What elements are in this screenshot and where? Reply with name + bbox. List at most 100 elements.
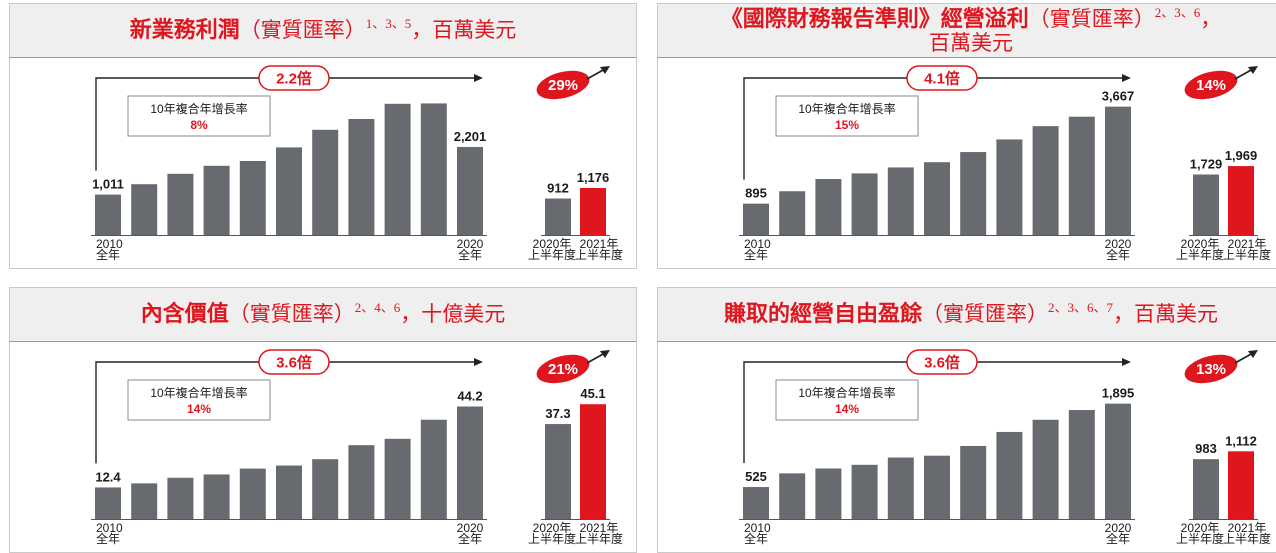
tick-label: 全年 [458,531,482,546]
header-background [9,287,637,342]
growth-value: 29% [548,77,578,94]
bar [239,468,266,519]
tick-label: 2021年 [1228,521,1267,535]
tick-label: 2010 [96,521,123,535]
growth-badge [1184,354,1238,384]
title-unit: ，百萬美元 [1113,302,1218,326]
data-label: 1,011 [92,177,124,192]
tick-label: 上半年度 [1223,531,1271,546]
tick-label: 2021年 [1228,237,1267,251]
bar [960,152,987,235]
arrow-head [474,74,483,82]
tick-label: 全年 [458,247,482,262]
bar [815,468,842,519]
bar [887,457,914,519]
tick-label: 上半年度 [575,531,623,546]
bar [545,424,571,519]
multiple-badge [906,349,978,375]
bar [851,173,878,235]
bar [1032,126,1059,235]
chart-title: 內含價值（實質匯率）2、4、6，十億美元 [141,300,506,326]
bar [131,483,158,519]
tick-label: 2020年 [533,237,572,251]
tick-label: 2020 [1105,237,1132,251]
bar [779,191,806,235]
tick-label: 全年 [1106,247,1130,262]
title-main: 賺取的經營自由盈餘 [724,301,923,326]
growth-badge [1184,70,1238,100]
bar-highlight [1228,451,1254,519]
tick-label: 全年 [1106,531,1130,546]
data-label: 983 [1195,441,1217,456]
data-label: 3,667 [1102,89,1135,104]
bar-highlight [580,404,606,519]
bar [851,464,878,519]
title-main: 內含價值 [141,301,229,326]
data-label: 1,112 [1225,433,1257,448]
bar [457,146,483,235]
bar [312,459,339,519]
cagr-value: 14% [835,402,859,416]
bar [457,406,483,519]
tick-label: 上半年度 [1223,247,1271,262]
multiple-arrow [743,77,1122,180]
bar [960,445,987,519]
title-main: 新業務利潤 [130,17,240,42]
tick-label: 上半年度 [1176,247,1224,262]
tick-label: 全年 [96,247,120,262]
bar [203,474,230,519]
data-label: 1,176 [577,170,610,185]
title-qualifier: （實質匯率） [229,302,355,326]
chart-svg: 賺取的經營自由盈餘（實質匯率）2、3、6、7，百萬美元 525 1,895 983 1,… [657,287,1276,553]
title-qualifier: （實質匯率） [1029,7,1155,31]
chart-title: 《國際財務報告準則》經營溢利（實質匯率）2、3、6， [721,5,1222,31]
growth-badge [536,70,590,100]
tick-label: 全年 [744,531,768,546]
tick-label: 2010 [96,237,123,251]
bar [420,419,447,519]
tick-label: 上半年度 [1176,531,1224,546]
bar [420,103,447,236]
chart-title: 賺取的經營自由盈餘（實質匯率）2、3、6、7，百萬美元 [724,300,1218,326]
tick-label: 2020年 [1181,521,1220,535]
cagr-value: 14% [187,402,211,416]
data-label: 1,729 [1190,156,1223,171]
cagr-label: 10年複合年增長率 [798,101,895,116]
header-background [9,3,637,58]
bar [779,473,806,519]
chart-panel-free-surplus-generation: 賺取的經營自由盈餘（實質匯率）2、3、6、7，百萬美元 525 1,895 983 1,… [657,287,1276,553]
bar [276,465,302,519]
chart-panel-embedded-value: 內含價值（實質匯率）2、4、6，十億美元 12.4 44.2 37.3 45.1 2010… [9,287,637,553]
multiple-value: 3.6倍 [924,354,960,372]
bar [996,431,1023,519]
cagr-value: 15% [835,118,859,132]
bar [348,445,375,519]
tick-label: 2020 [457,237,484,251]
panel-frame [657,3,1276,269]
title-qualifier: （實質匯率） [240,18,366,42]
tick-label: 2010 [744,237,771,251]
bar [95,487,121,519]
bar [348,119,375,235]
arrow-head [1122,358,1131,366]
growth-arrow-head [600,66,610,74]
bar [996,139,1023,235]
tick-label: 2021年 [580,237,619,251]
chart-title: 新業務利潤（實質匯率）1、3、5，百萬美元 [130,16,517,42]
multiple-value: 2.2倍 [276,70,312,88]
cagr-label: 10年複合年增長率 [150,385,247,400]
bar [743,203,769,235]
cagr-label: 10年複合年增長率 [150,101,247,116]
bar [1193,174,1219,235]
bar [743,487,769,519]
tick-label: 2021年 [580,521,619,535]
multiple-badge [258,349,330,375]
title-unit-line2: 百萬美元 [929,31,1013,55]
tick-label: 2010 [744,521,771,535]
growth-badge [536,354,590,384]
header-background [657,3,1276,58]
tick-label: 全年 [96,531,120,546]
tick-label: 上半年度 [575,247,623,262]
title-footnotes: 1、3、5 [366,16,412,31]
cagr-box [775,379,919,421]
